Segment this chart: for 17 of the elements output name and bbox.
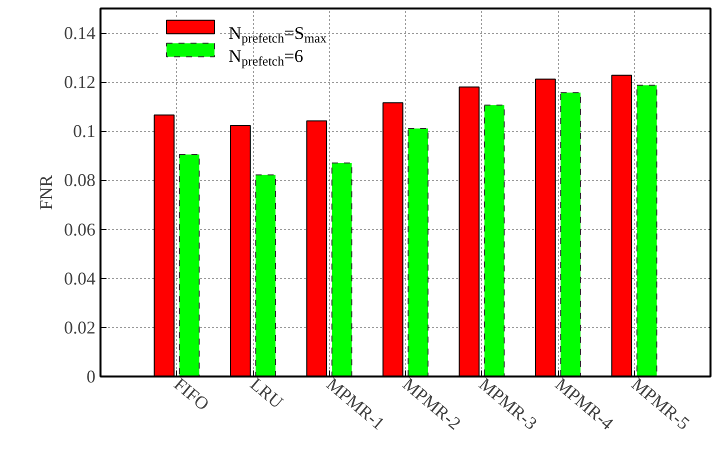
y-tick-label: 0.04: [64, 268, 96, 288]
bar: [408, 128, 428, 376]
y-tick-label: 0.1: [73, 121, 96, 142]
bar: [331, 162, 352, 376]
y-tick-label: 0.06: [64, 219, 96, 240]
bar: [255, 174, 276, 376]
bar: [178, 154, 200, 376]
y-axis-title: FNR: [36, 174, 56, 210]
bar: [484, 104, 505, 376]
y-tick-label: 0.08: [64, 170, 96, 190]
y-tick-label: 0.12: [64, 72, 96, 92]
bar: [560, 92, 581, 376]
x-tick-label: LRU: [246, 374, 287, 412]
y-tick-label: 0: [86, 366, 96, 386]
y-tick-label: 0.14: [64, 23, 96, 44]
bar: [636, 84, 658, 376]
y-tick-label: 0.02: [64, 317, 96, 338]
